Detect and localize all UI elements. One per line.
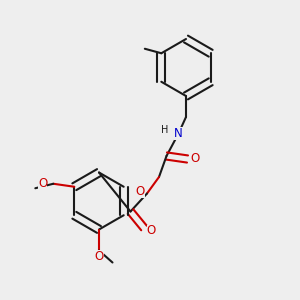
Text: N: N (174, 127, 183, 140)
Text: H: H (161, 125, 169, 135)
Text: O: O (147, 224, 156, 238)
Text: O: O (136, 184, 145, 198)
Text: O: O (190, 152, 200, 166)
Text: O: O (38, 177, 47, 190)
Text: O: O (94, 250, 103, 263)
